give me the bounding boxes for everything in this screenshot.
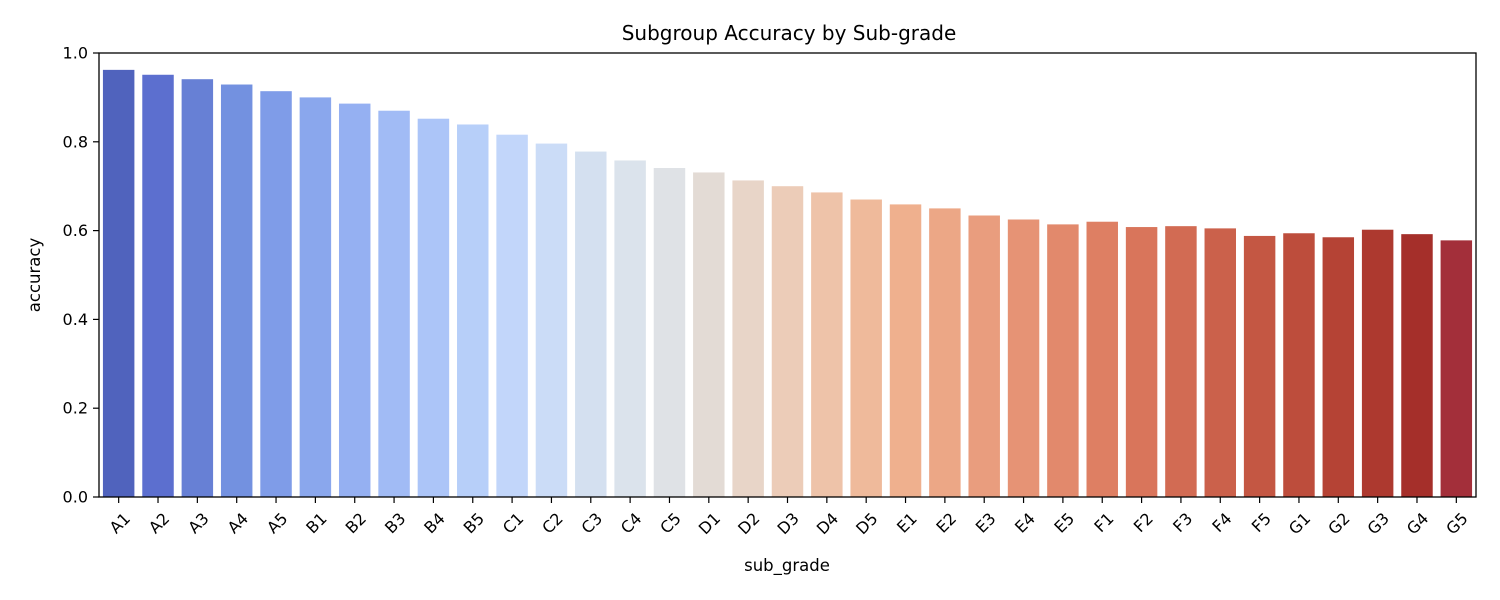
bar-E5	[1047, 224, 1079, 497]
bar-B2	[338, 103, 371, 498]
bar-B1	[299, 97, 332, 498]
x-tick-label: F4	[1208, 509, 1235, 536]
x-tick-label: B1	[302, 509, 330, 537]
bar-A3	[181, 79, 214, 497]
x-tick-label: C5	[656, 509, 685, 538]
x-tick-label: G4	[1403, 509, 1432, 538]
bar-A1	[102, 69, 135, 498]
x-tick-label: A5	[263, 509, 291, 537]
x-tick-label: D2	[734, 509, 763, 538]
x-tick-label: G3	[1364, 509, 1393, 538]
bar-G5	[1440, 240, 1473, 497]
chart-title: Subgroup Accuracy by Sub-grade	[622, 21, 957, 45]
x-tick-label: A2	[145, 509, 173, 537]
bar-G1	[1283, 233, 1315, 497]
x-tick-label: C1	[499, 509, 528, 538]
bar-E2	[929, 208, 961, 497]
x-tick-label: G1	[1285, 509, 1314, 538]
bar-F2	[1125, 227, 1158, 498]
bar-B4	[417, 118, 450, 498]
bar-F5	[1243, 235, 1276, 497]
bar-A2	[142, 74, 174, 497]
x-tick-label: D3	[773, 509, 802, 538]
x-tick-label: E3	[972, 509, 1000, 537]
y-axis: 0.0 0.2 0.4 0.6 0.8 1.0	[63, 44, 99, 507]
y-tick-label: 0.8	[63, 132, 88, 151]
x-tick-label: A1	[106, 509, 134, 537]
bar-C4	[614, 160, 646, 497]
bar-F3	[1165, 226, 1197, 497]
bar-D3	[771, 186, 804, 497]
x-tick-label: G2	[1324, 509, 1353, 538]
bar-A4	[220, 84, 253, 498]
bar-C3	[575, 151, 607, 497]
bar-C5	[653, 168, 686, 497]
x-tick-label: E1	[893, 509, 921, 537]
x-tick-label: C2	[538, 509, 567, 538]
bar-E4	[1007, 219, 1040, 497]
bar-C1	[496, 134, 528, 497]
bar-A5	[260, 91, 292, 498]
x-tick-label: E5	[1050, 509, 1078, 537]
x-tick-label: E2	[932, 509, 960, 537]
bars-layer	[102, 69, 1473, 498]
x-tick-label: B4	[420, 509, 448, 537]
bar-B3	[378, 110, 410, 497]
x-tick-label: A4	[224, 509, 252, 537]
bar-C2	[535, 143, 568, 497]
y-tick-label: 0.2	[63, 399, 88, 418]
x-tick-label: B2	[342, 509, 370, 537]
x-tick-label: F1	[1090, 509, 1117, 536]
x-tick-label: B5	[460, 509, 488, 537]
x-tick-label: G5	[1442, 509, 1471, 538]
x-tick-label: A3	[184, 509, 212, 537]
x-axis: A1 A2 A3 A4 A5 B1 B2 B3 B4 B5 C1 C2 C3 C4 C5 D1 D2 D3 D4 D5…	[106, 497, 1472, 538]
x-tick-label: F5	[1248, 509, 1275, 536]
bar-F1	[1086, 221, 1118, 497]
x-tick-label: D4	[813, 509, 842, 538]
bar-D2	[732, 180, 764, 497]
x-tick-label: C4	[617, 509, 646, 538]
y-tick-label: 0.4	[63, 310, 88, 329]
y-tick-label: 0.6	[63, 221, 88, 240]
y-axis-title: accuracy	[25, 238, 44, 313]
plot-frame	[98, 52, 1477, 498]
bar-E1	[889, 204, 922, 497]
x-axis-title: sub_grade	[744, 556, 830, 576]
x-tick-label: B3	[381, 509, 409, 537]
x-tick-label: D1	[695, 509, 724, 538]
bar-G3	[1361, 229, 1394, 497]
bar-D5	[850, 199, 882, 497]
bar-G2	[1322, 237, 1355, 497]
x-tick-label: E4	[1011, 509, 1039, 537]
y-tick-label: 0.0	[63, 488, 88, 507]
x-tick-label: C3	[578, 509, 607, 538]
bar-D4	[811, 192, 843, 498]
x-tick-label: F3	[1169, 509, 1196, 536]
bar-E3	[968, 215, 1000, 497]
bar-D1	[693, 172, 725, 497]
bar-G4	[1401, 234, 1433, 497]
bar-B5	[457, 124, 489, 497]
x-tick-label: D5	[852, 509, 881, 538]
bar-F4	[1204, 228, 1236, 497]
y-tick-label: 1.0	[63, 44, 88, 63]
x-tick-label: F2	[1130, 509, 1157, 536]
